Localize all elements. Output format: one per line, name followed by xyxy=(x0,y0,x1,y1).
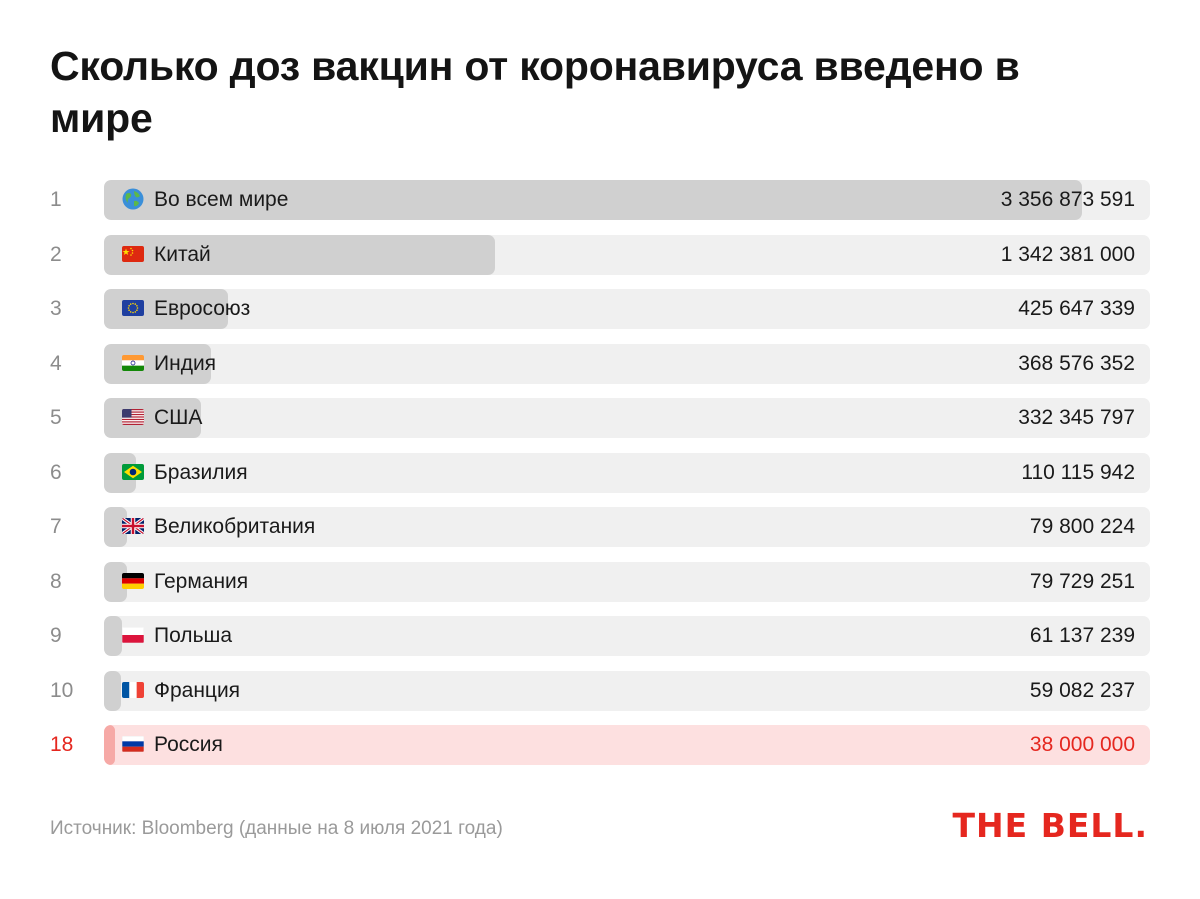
bar-track xyxy=(104,398,1150,438)
flag-eu-icon xyxy=(122,300,144,316)
row-value: 38 000 000 xyxy=(1029,733,1135,756)
row-label: США xyxy=(154,406,203,429)
chart-row: 10 Франция 59 082 237 xyxy=(0,670,1200,711)
row-rank: 2 xyxy=(50,242,62,266)
chart-row: 7 Великобритания 79 800 224 xyxy=(0,507,1200,547)
row-rank: 4 xyxy=(50,351,62,375)
bar xyxy=(104,616,122,656)
bar xyxy=(104,507,127,547)
chart-row: 6 Бразилия 110 115 942 xyxy=(0,452,1200,493)
flag-france-icon xyxy=(122,681,144,698)
row-value: 79 800 224 xyxy=(1029,515,1135,538)
flag-india-icon xyxy=(122,354,144,371)
row-label: Польша xyxy=(154,624,233,647)
row-value: 368 576 352 xyxy=(1018,351,1135,375)
row-label: Франция xyxy=(154,678,241,702)
bar-track xyxy=(104,616,1150,656)
row-value: 3 356 873 591 xyxy=(1000,188,1135,211)
chart-row: 4 Индия 368 576 352 xyxy=(0,343,1200,384)
bar xyxy=(104,561,127,602)
row-label: Во всем мире xyxy=(154,188,289,211)
row-label: Россия xyxy=(154,733,223,756)
flag-usa-icon xyxy=(122,409,144,425)
row-value: 79 729 251 xyxy=(1029,569,1135,593)
bar-track xyxy=(104,452,1150,493)
bar xyxy=(104,398,201,438)
row-label: Бразилия xyxy=(154,460,248,484)
source-note: Источник: Bloomberg (данные на 8 июля 20… xyxy=(50,818,503,839)
flag-poland-icon xyxy=(122,627,144,643)
bar-track xyxy=(104,670,1150,711)
bar-track xyxy=(104,725,1150,765)
brand-logo: THE BELL. xyxy=(952,806,1148,845)
row-rank: 5 xyxy=(50,406,62,429)
bar xyxy=(104,343,211,384)
bar-track xyxy=(104,180,1150,220)
flag-germany-icon xyxy=(122,572,144,589)
chart-row: 5 США 332 345 797 xyxy=(0,398,1200,438)
bar xyxy=(104,234,495,275)
bar-track xyxy=(104,343,1150,384)
row-value: 59 082 237 xyxy=(1029,678,1135,702)
chart-row: 2 Китай 1 342 381 000 xyxy=(0,234,1200,275)
chart-row: 3 Евросоюз 425 647 339 xyxy=(0,289,1200,329)
row-rank: 7 xyxy=(50,515,62,538)
chart-title: Сколько доз вакцин от коронавируса введе… xyxy=(50,43,1020,141)
flag-uk-icon xyxy=(122,518,144,534)
chart-row: 8 Германия 79 729 251 xyxy=(0,561,1200,602)
row-label: Индия xyxy=(154,351,217,375)
chart-row: 9 Польша 61 137 239 xyxy=(0,616,1200,656)
row-rank: 8 xyxy=(50,569,62,593)
row-label: Великобритания xyxy=(154,515,316,538)
bar xyxy=(104,725,115,765)
row-value: 332 345 797 xyxy=(1018,406,1135,429)
row-rank: 9 xyxy=(50,624,62,647)
bar xyxy=(104,670,121,711)
row-label: Германия xyxy=(154,569,249,593)
bar xyxy=(104,180,1082,220)
flag-brazil-icon xyxy=(122,463,144,480)
row-label: Евросоюз xyxy=(154,297,251,320)
row-rank: 1 xyxy=(50,188,62,211)
bar-track xyxy=(104,289,1150,329)
bar-track xyxy=(104,507,1150,547)
row-rank: 3 xyxy=(50,297,62,320)
row-value: 1 342 381 000 xyxy=(1000,242,1135,266)
row-rank: 6 xyxy=(50,460,62,484)
row-value: 110 115 942 xyxy=(1021,460,1135,484)
bar-track xyxy=(104,561,1150,602)
row-value: 61 137 239 xyxy=(1029,624,1135,647)
flag-russia-icon xyxy=(122,736,144,752)
chart-row: 1 Во всем мире 3 356 873 591 xyxy=(0,180,1200,220)
globe-icon xyxy=(122,188,144,210)
flag-china-icon xyxy=(122,245,144,262)
row-label: Китай xyxy=(154,242,211,266)
row-value: 425 647 339 xyxy=(1018,297,1135,320)
row-rank: 10 xyxy=(50,678,74,702)
row-rank: 18 xyxy=(50,733,74,756)
chart-row: 18 Россия 38 000 000 xyxy=(0,725,1200,765)
bar-track xyxy=(104,234,1150,275)
